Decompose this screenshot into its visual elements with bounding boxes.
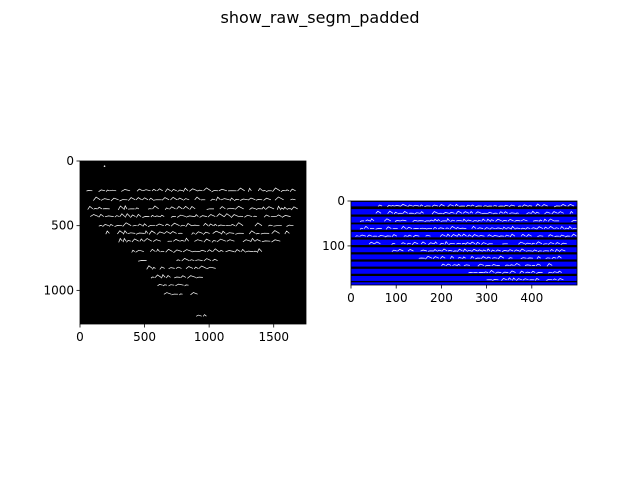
figure-title: show_raw_segm_padded	[220, 8, 420, 27]
handwriting-stroke	[157, 283, 189, 287]
segmentation-handwriting	[355, 203, 578, 281]
handwriting-stroke	[163, 292, 198, 296]
segment-band	[351, 282, 577, 285]
y-tick-label: 0	[66, 154, 74, 168]
raw-handwriting	[86, 165, 298, 317]
left-axes-frame	[79, 160, 307, 325]
segment-band	[351, 239, 577, 246]
right-axes: 0 100 200 300 400 0 100	[322, 194, 578, 305]
handwriting-stroke	[146, 265, 216, 270]
x-tick-label: 400	[520, 291, 543, 305]
x-tick-label: 500	[133, 330, 156, 344]
handwriting-stroke	[105, 230, 290, 235]
handwriting-stroke	[87, 205, 298, 211]
left-y-ticks: 0 500 1000	[43, 154, 80, 297]
x-tick-label: 1000	[194, 330, 225, 344]
handwriting-stroke	[391, 248, 566, 253]
x-tick-label: 200	[430, 291, 453, 305]
y-tick-label: 100	[322, 239, 345, 253]
handwriting-stroke	[131, 248, 263, 253]
handwriting-stroke	[98, 222, 294, 228]
handwriting-stroke	[355, 233, 577, 238]
handwriting-stroke	[90, 213, 291, 218]
handwriting-stroke	[375, 210, 574, 215]
y-tick-label: 500	[51, 219, 74, 233]
handwriting-stroke	[138, 257, 218, 262]
segment-band	[351, 261, 577, 267]
segment-band	[351, 201, 577, 207]
right-axes-frame	[350, 200, 578, 286]
handwriting-stroke	[418, 255, 562, 260]
x-tick-label: 100	[385, 291, 408, 305]
handwriting-stroke	[468, 270, 562, 274]
segment-band	[351, 224, 577, 230]
y-tick-label: 0	[337, 194, 345, 208]
y-tick-label: 1000	[43, 283, 74, 297]
ink-dot	[103, 165, 106, 167]
handwriting-stroke	[196, 314, 207, 317]
handwriting-stroke	[359, 225, 578, 230]
right-y-ticks: 0 100	[322, 194, 351, 253]
segment-band	[351, 209, 577, 215]
segment-band	[351, 276, 577, 281]
x-tick-label: 0	[76, 330, 84, 344]
left-x-ticks: 0 500 1000 1500	[76, 324, 289, 344]
right-x-ticks: 0 100 200 300 400	[347, 285, 543, 305]
handwriting-stroke	[441, 263, 553, 267]
raw-image	[80, 161, 306, 324]
x-tick-label: 300	[475, 291, 498, 305]
left-axes: 0 500 1000 1500 0 500 1000	[43, 154, 307, 344]
handwriting-stroke	[86, 187, 296, 193]
handwriting-stroke	[118, 237, 281, 243]
handwriting-stroke	[93, 196, 296, 202]
handwriting-stroke	[368, 241, 567, 245]
handwriting-stroke	[150, 274, 203, 279]
handwriting-stroke	[377, 203, 575, 208]
x-tick-label: 1500	[258, 330, 289, 344]
handwriting-stroke	[486, 277, 564, 281]
x-tick-label: 0	[347, 291, 355, 305]
handwriting-stroke	[359, 218, 578, 223]
segment-band	[351, 268, 577, 274]
